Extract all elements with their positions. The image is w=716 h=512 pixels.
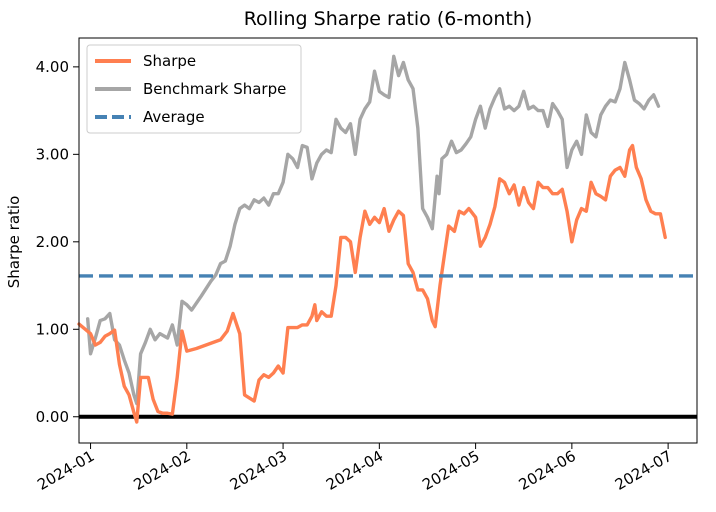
series-line-sharpe bbox=[77, 143, 667, 424]
legend: Sharpe Benchmark Sharpe Average bbox=[86, 44, 302, 134]
legend-box bbox=[86, 44, 302, 134]
y-tick-label: 2.00 bbox=[36, 233, 69, 251]
plot-frame bbox=[78, 37, 698, 444]
x-tick-label: 2024-05 bbox=[419, 447, 482, 494]
chart-title: Rolling Sharpe ratio (6-month) bbox=[244, 8, 533, 30]
y-tick-label: 0.00 bbox=[36, 408, 69, 426]
x-tick-label: 2024-02 bbox=[131, 447, 194, 494]
legend-label: Benchmark Sharpe bbox=[143, 80, 286, 98]
y-tick-label: 1.00 bbox=[36, 320, 69, 338]
y-axis-label: Sharpe ratio bbox=[5, 196, 23, 289]
plot-area bbox=[77, 54, 697, 424]
x-tick-label: 2024-06 bbox=[516, 447, 579, 494]
x-tick-label: 2024-07 bbox=[612, 447, 675, 494]
series-line-benchmark-sharpe bbox=[85, 54, 661, 406]
x-tick-label: 2024-01 bbox=[34, 447, 97, 494]
x-tick-label: 2024-04 bbox=[323, 447, 386, 494]
y-tick-label: 3.00 bbox=[36, 145, 69, 163]
x-tick-label: 2024-03 bbox=[227, 447, 290, 494]
y-tick-label: 4.00 bbox=[36, 58, 69, 76]
legend-label: Average bbox=[143, 108, 205, 126]
legend-label: Sharpe bbox=[143, 52, 196, 70]
